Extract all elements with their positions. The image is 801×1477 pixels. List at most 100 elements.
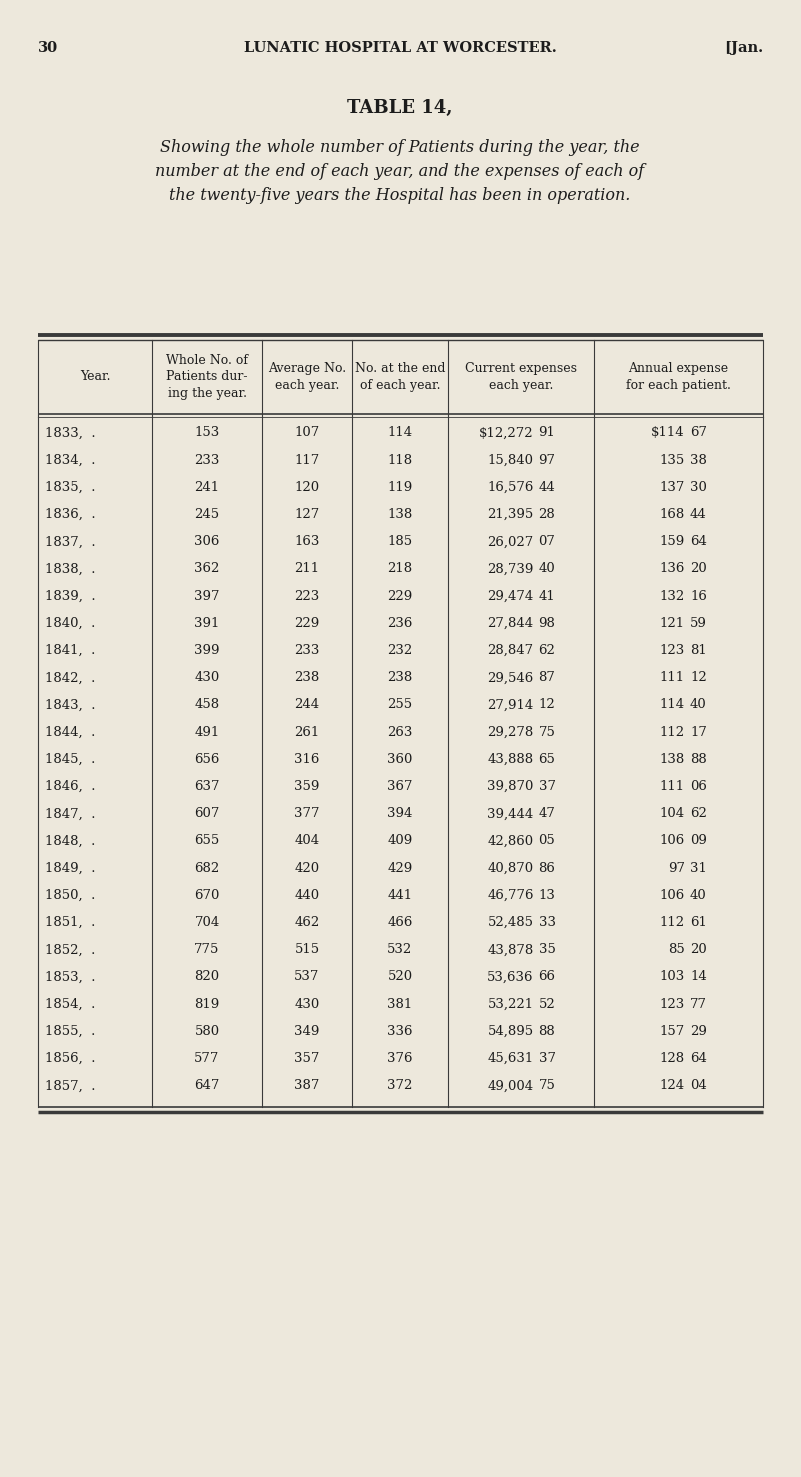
Text: 236: 236 [388,617,413,629]
Text: 127: 127 [295,508,320,521]
Text: 106: 106 [660,889,685,902]
Text: 86: 86 [538,861,555,874]
Text: 1851,  .: 1851, . [45,916,95,929]
Text: 87: 87 [538,672,555,684]
Text: 28: 28 [538,508,555,521]
Text: 52: 52 [538,997,555,1010]
Text: 670: 670 [195,889,219,902]
Text: 1835,  .: 1835, . [45,482,95,493]
Text: $12,272: $12,272 [479,427,533,440]
Text: 20: 20 [690,563,706,576]
Text: 13: 13 [538,889,555,902]
Text: 1848,  .: 1848, . [45,835,95,848]
Text: 223: 223 [295,589,320,603]
Text: 29,278: 29,278 [487,725,533,738]
Text: 15,840: 15,840 [488,453,533,467]
Text: 81: 81 [690,644,706,657]
Text: 20: 20 [690,944,706,956]
Text: 30: 30 [690,482,706,493]
Text: 75: 75 [538,725,555,738]
Text: 1841,  .: 1841, . [45,644,95,657]
Text: 775: 775 [195,944,219,956]
Text: 163: 163 [294,535,320,548]
Text: 17: 17 [690,725,706,738]
Text: 112: 112 [660,916,685,929]
Text: Showing the whole number of Patients during the year, the: Showing the whole number of Patients dur… [160,139,640,157]
Text: 357: 357 [294,1052,320,1065]
Text: 1847,  .: 1847, . [45,808,95,820]
Text: 360: 360 [388,753,413,767]
Text: 27,914: 27,914 [487,699,533,712]
Text: 185: 185 [388,535,413,548]
Text: 88: 88 [538,1025,555,1038]
Text: 29: 29 [690,1025,706,1038]
Text: LUNATIC HOSPITAL AT WORCESTER.: LUNATIC HOSPITAL AT WORCESTER. [244,41,557,55]
Text: Whole No. of
Patients dur-
ing the year.: Whole No. of Patients dur- ing the year. [166,354,248,400]
Text: 28,739: 28,739 [487,563,533,576]
Text: 46,776: 46,776 [487,889,533,902]
Text: 532: 532 [388,944,413,956]
Text: 394: 394 [388,808,413,820]
Text: 420: 420 [295,861,320,874]
Text: 85: 85 [668,944,685,956]
Text: TABLE 14,: TABLE 14, [348,99,453,117]
Text: 430: 430 [295,997,320,1010]
Text: 136: 136 [659,563,685,576]
Text: 238: 238 [388,672,413,684]
Text: 261: 261 [295,725,320,738]
Text: 229: 229 [388,589,413,603]
Text: 67: 67 [690,427,707,440]
Text: 53,221: 53,221 [488,997,533,1010]
Text: 462: 462 [295,916,320,929]
Text: 520: 520 [388,970,413,984]
Text: 1845,  .: 1845, . [45,753,95,767]
Text: 111: 111 [660,780,685,793]
Text: 27,844: 27,844 [488,617,533,629]
Text: 377: 377 [294,808,320,820]
Text: 316: 316 [294,753,320,767]
Text: 391: 391 [195,617,219,629]
Text: 819: 819 [195,997,219,1010]
Text: 1844,  .: 1844, . [45,725,95,738]
Text: 637: 637 [195,780,219,793]
Text: 43,888: 43,888 [488,753,533,767]
Text: 21,395: 21,395 [487,508,533,521]
Text: 387: 387 [294,1080,320,1093]
Text: 91: 91 [538,427,555,440]
Text: 107: 107 [295,427,320,440]
Text: 62: 62 [538,644,555,657]
Text: 124: 124 [660,1080,685,1093]
Text: 16,576: 16,576 [487,482,533,493]
Text: 656: 656 [195,753,219,767]
Text: 40: 40 [690,699,706,712]
Text: 41: 41 [538,589,555,603]
Text: 157: 157 [660,1025,685,1038]
Text: 29,546: 29,546 [487,672,533,684]
Text: 1853,  .: 1853, . [45,970,95,984]
Text: 397: 397 [195,589,219,603]
Text: 263: 263 [388,725,413,738]
Text: 54,895: 54,895 [488,1025,533,1038]
Text: 491: 491 [195,725,219,738]
Text: 1846,  .: 1846, . [45,780,95,793]
Text: 39,870: 39,870 [487,780,533,793]
Text: 47: 47 [538,808,555,820]
Text: number at the end of each year, and the expenses of each of: number at the end of each year, and the … [155,164,645,180]
Text: 06: 06 [690,780,706,793]
Text: 430: 430 [195,672,219,684]
Text: 367: 367 [387,780,413,793]
Text: 137: 137 [659,482,685,493]
Text: 458: 458 [195,699,219,712]
Text: 655: 655 [195,835,219,848]
Text: 409: 409 [388,835,413,848]
Text: 1850,  .: 1850, . [45,889,95,902]
Text: 359: 359 [294,780,320,793]
Text: 12: 12 [690,672,706,684]
Text: 1836,  .: 1836, . [45,508,95,521]
Text: 123: 123 [660,997,685,1010]
Text: 241: 241 [195,482,219,493]
Text: 64: 64 [690,1052,706,1065]
Text: 128: 128 [660,1052,685,1065]
Text: Current expenses
each year.: Current expenses each year. [465,362,577,391]
Text: 45,631: 45,631 [487,1052,533,1065]
